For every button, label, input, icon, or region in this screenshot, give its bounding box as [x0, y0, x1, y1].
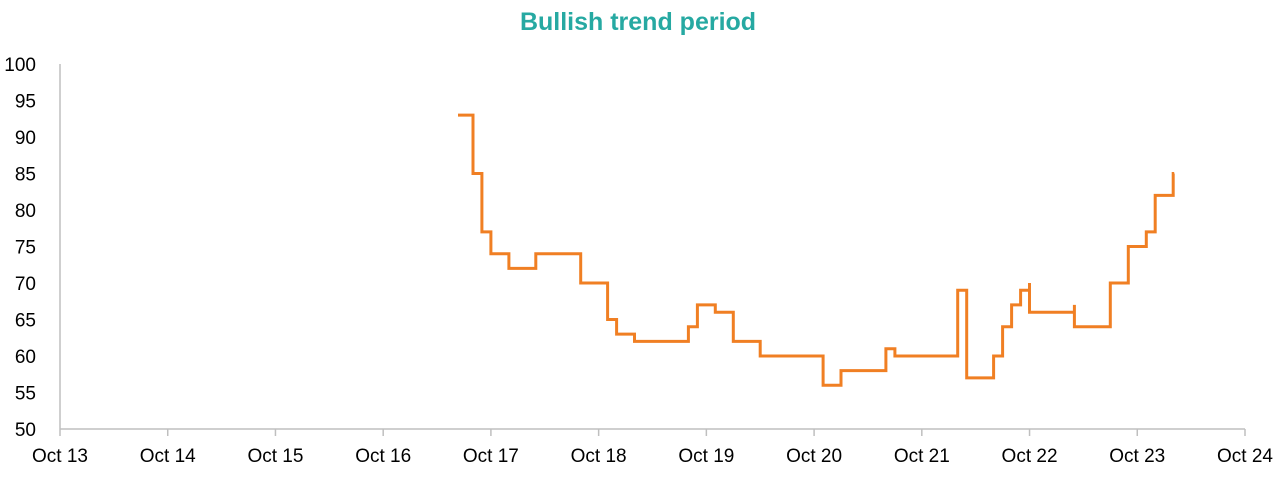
x-tick-label: Oct 18: [571, 446, 627, 467]
x-axis: Oct 13 Oct 14 Oct 15 Oct 16 Oct 17 Oct 18 Oct …: [32, 428, 1273, 467]
series-layer: [458, 113, 1175, 387]
x-tick-label: Oct 16: [355, 446, 411, 467]
y-tick-label: 85: [15, 165, 36, 186]
y-tick-label: 70: [15, 274, 36, 295]
y-tick-label: 65: [15, 311, 36, 332]
x-tick-label: Oct 20: [786, 446, 842, 467]
y-tick-label: 55: [15, 384, 36, 405]
y-tick-label: 50: [15, 420, 36, 441]
y-tick-label: 95: [15, 92, 36, 113]
y-tick-label: 100: [4, 55, 36, 76]
y-tick-label: 60: [15, 347, 36, 368]
x-tick-label: Oct 17: [463, 446, 519, 467]
x-tick-label: Oct 23: [1109, 446, 1165, 467]
x-tick-label: Oct 21: [894, 446, 950, 467]
x-tick-label: Oct 19: [678, 446, 734, 467]
y-tick-label: 80: [15, 201, 36, 222]
chart-title: Bullish trend period: [520, 8, 756, 36]
series-line: [458, 113, 1175, 387]
y-axis: 50 55 60 65 70 75 80 85 90 95 100: [4, 55, 61, 441]
x-tick-label: Oct 14: [140, 446, 196, 467]
y-tick-label: 90: [15, 128, 36, 149]
y-tick-label: 75: [15, 238, 36, 259]
x-tick-label: Oct 22: [1002, 446, 1058, 467]
x-tick-label: Oct 15: [247, 446, 303, 467]
x-tick-label: Oct 13: [32, 446, 88, 467]
x-tick-label: Oct 24: [1217, 446, 1273, 467]
